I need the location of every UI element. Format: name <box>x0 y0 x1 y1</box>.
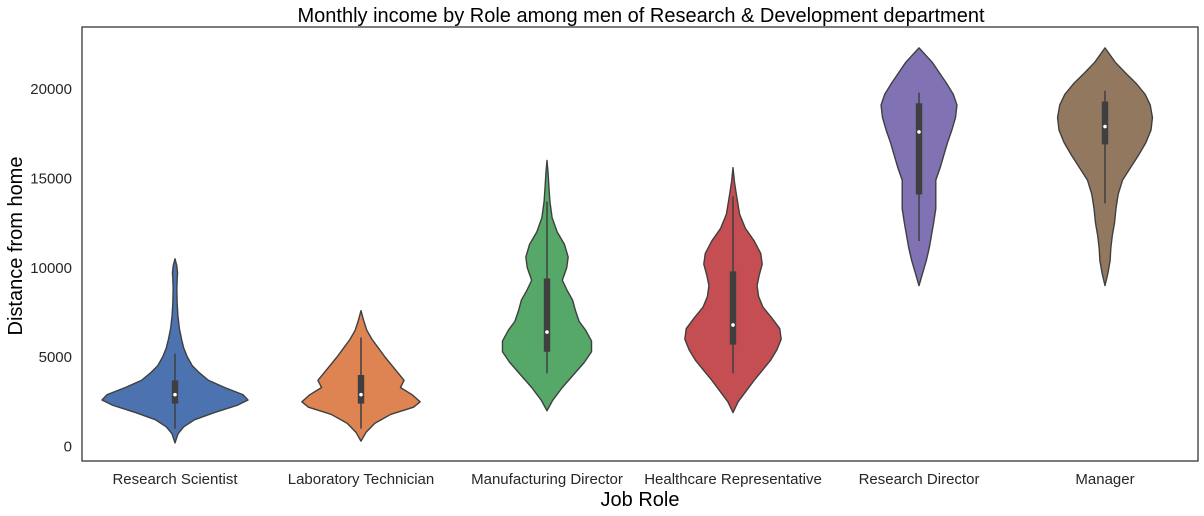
iqr-box-1 <box>357 375 365 404</box>
y-tick-label-2: 10000 <box>30 260 72 277</box>
y-tick-label-4: 20000 <box>30 81 72 98</box>
y-tick-label-1: 5000 <box>39 349 72 366</box>
x-tick-label-5: Manager <box>1075 471 1134 488</box>
median-dot-3 <box>731 323 735 327</box>
chart-title: Monthly income by Role among men of Rese… <box>297 5 984 27</box>
x-tick-label-0: Research Scientist <box>112 471 238 488</box>
iqr-box-2 <box>543 278 551 352</box>
median-dot-1 <box>359 392 363 397</box>
iqr-box-0 <box>171 380 179 404</box>
y-axis-label: Distance from home <box>5 157 27 336</box>
iqr-box-3 <box>729 271 737 345</box>
y-tick-label-0: 0 <box>64 439 72 456</box>
median-dot-4 <box>917 130 921 134</box>
violin-0 <box>101 258 249 444</box>
violins-layer <box>101 47 1154 444</box>
y-tick-label-3: 15000 <box>30 170 72 187</box>
y-tick-labels: 0 5000 10000 15000 20000 <box>30 81 72 456</box>
x-tick-label-1: Laboratory Technician <box>288 471 434 488</box>
median-dot-5 <box>1103 124 1107 129</box>
x-tick-label-3: Healthcare Representative <box>644 471 822 488</box>
x-tick-label-2: Manufacturing Director <box>471 471 623 488</box>
x-tick-labels: Research Scientist Laboratory Technician M… <box>112 471 1134 488</box>
median-dot-0 <box>173 392 177 397</box>
iqr-box-5 <box>1101 101 1109 145</box>
iqr-box-4 <box>915 103 923 195</box>
x-axis-label: Job Role <box>601 489 680 511</box>
plot-frame <box>81 26 1199 462</box>
x-tick-label-4: Research Director <box>859 471 980 488</box>
median-dot-2 <box>545 330 549 334</box>
